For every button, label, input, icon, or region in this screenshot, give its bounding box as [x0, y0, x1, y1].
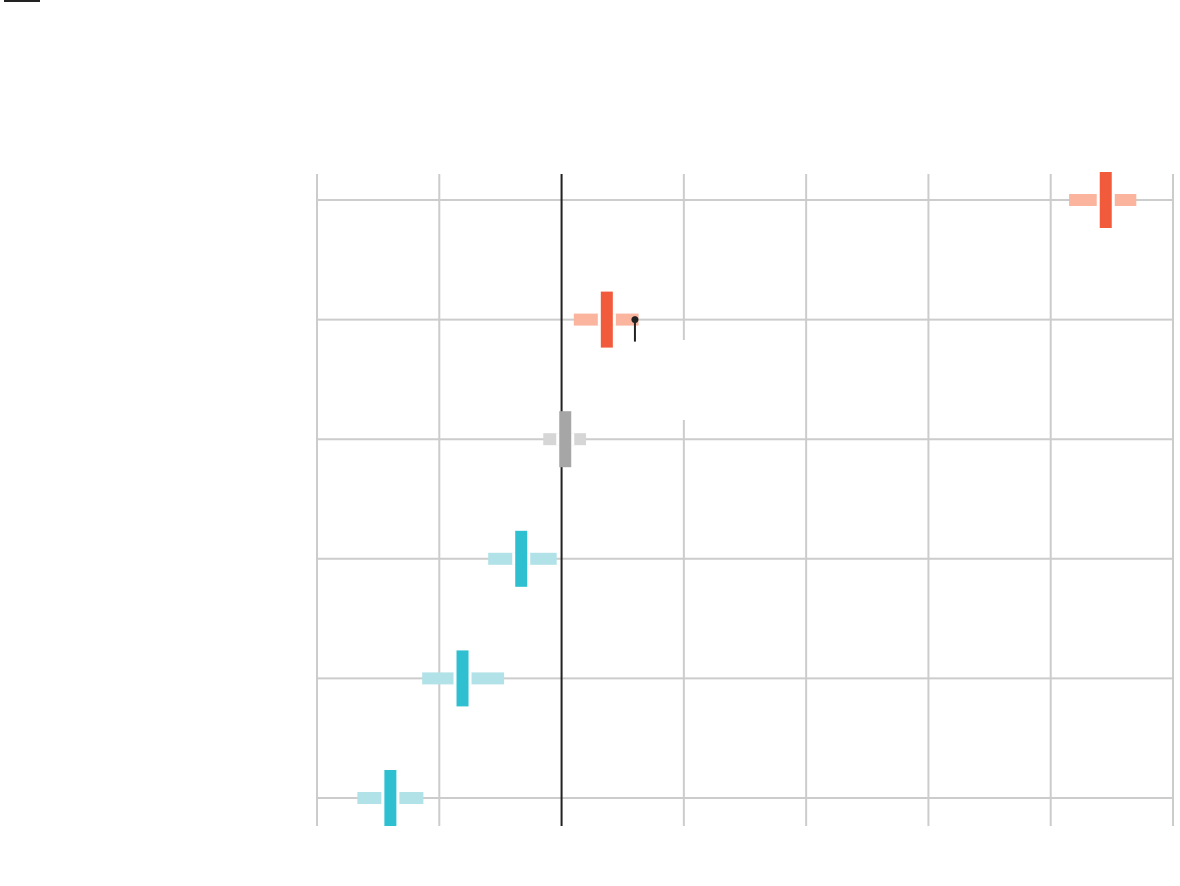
- estimates: [357, 172, 1137, 826]
- grid: [316, 174, 1174, 826]
- annotation-dot: [631, 316, 639, 324]
- point-estimate-mark: [559, 411, 572, 468]
- point-estimate-mark: [600, 291, 613, 348]
- point-estimate-mark: [384, 770, 397, 826]
- point-estimate-mark: [1099, 172, 1112, 228]
- plot-gap: [645, 340, 725, 420]
- point-estimate-mark: [515, 530, 528, 587]
- point-estimate-mark: [456, 650, 469, 707]
